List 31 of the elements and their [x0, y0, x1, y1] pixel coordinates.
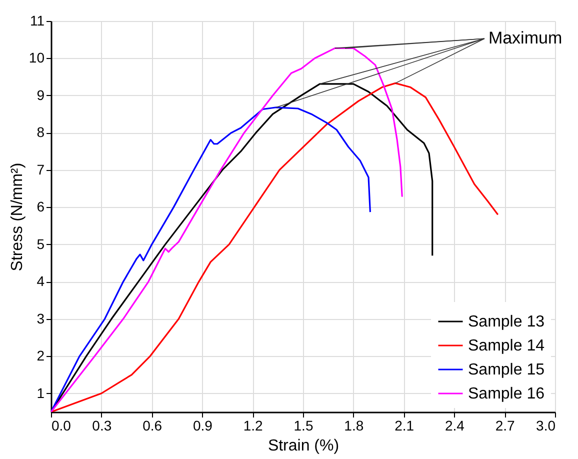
y-tick-label: 7 [36, 161, 45, 178]
x-tick-label: 0.6 [142, 418, 162, 434]
x-tick-label: 0.3 [92, 418, 112, 434]
y-tick-label: 10 [28, 50, 45, 66]
x-tick-label: 0.9 [192, 418, 213, 434]
line-series [51, 106, 371, 412]
legend-label: Sample 16 [468, 386, 545, 402]
legend-label: Sample 15 [468, 362, 545, 378]
x-tick-label: 1.8 [344, 418, 364, 434]
y-tick-label: 6 [36, 198, 45, 215]
x-tick-label: 2.7 [495, 418, 516, 434]
x-tick-label: 1.5 [294, 418, 314, 434]
x-tick-label: 3.0 [536, 418, 556, 434]
y-axis-title: Stress (N/mm²) [8, 162, 26, 272]
x-tick-label: 2.4 [444, 418, 465, 434]
line-series [51, 47, 403, 412]
x-axis-title: Strain (%) [268, 438, 340, 454]
y-tick-label: 8 [36, 124, 45, 140]
y-tick-label: 4 [36, 273, 45, 290]
x-tick-label: 1.2 [243, 418, 264, 434]
y-tick-label: 11 [30, 12, 45, 28]
x-tick-label: 2.1 [394, 418, 414, 434]
legend-label: Sample 14 [468, 338, 545, 354]
legend-label: Sample 13 [468, 314, 545, 330]
y-tick-label: 1 [36, 384, 45, 401]
x-tick-label: 0.0 [52, 418, 72, 434]
y-tick-label: 2 [36, 348, 45, 364]
y-tick-label: 9 [36, 86, 45, 103]
annotation: Maximum [488, 28, 562, 48]
y-tick-label: 5 [36, 236, 45, 252]
y-tick-label: 3 [36, 310, 45, 326]
